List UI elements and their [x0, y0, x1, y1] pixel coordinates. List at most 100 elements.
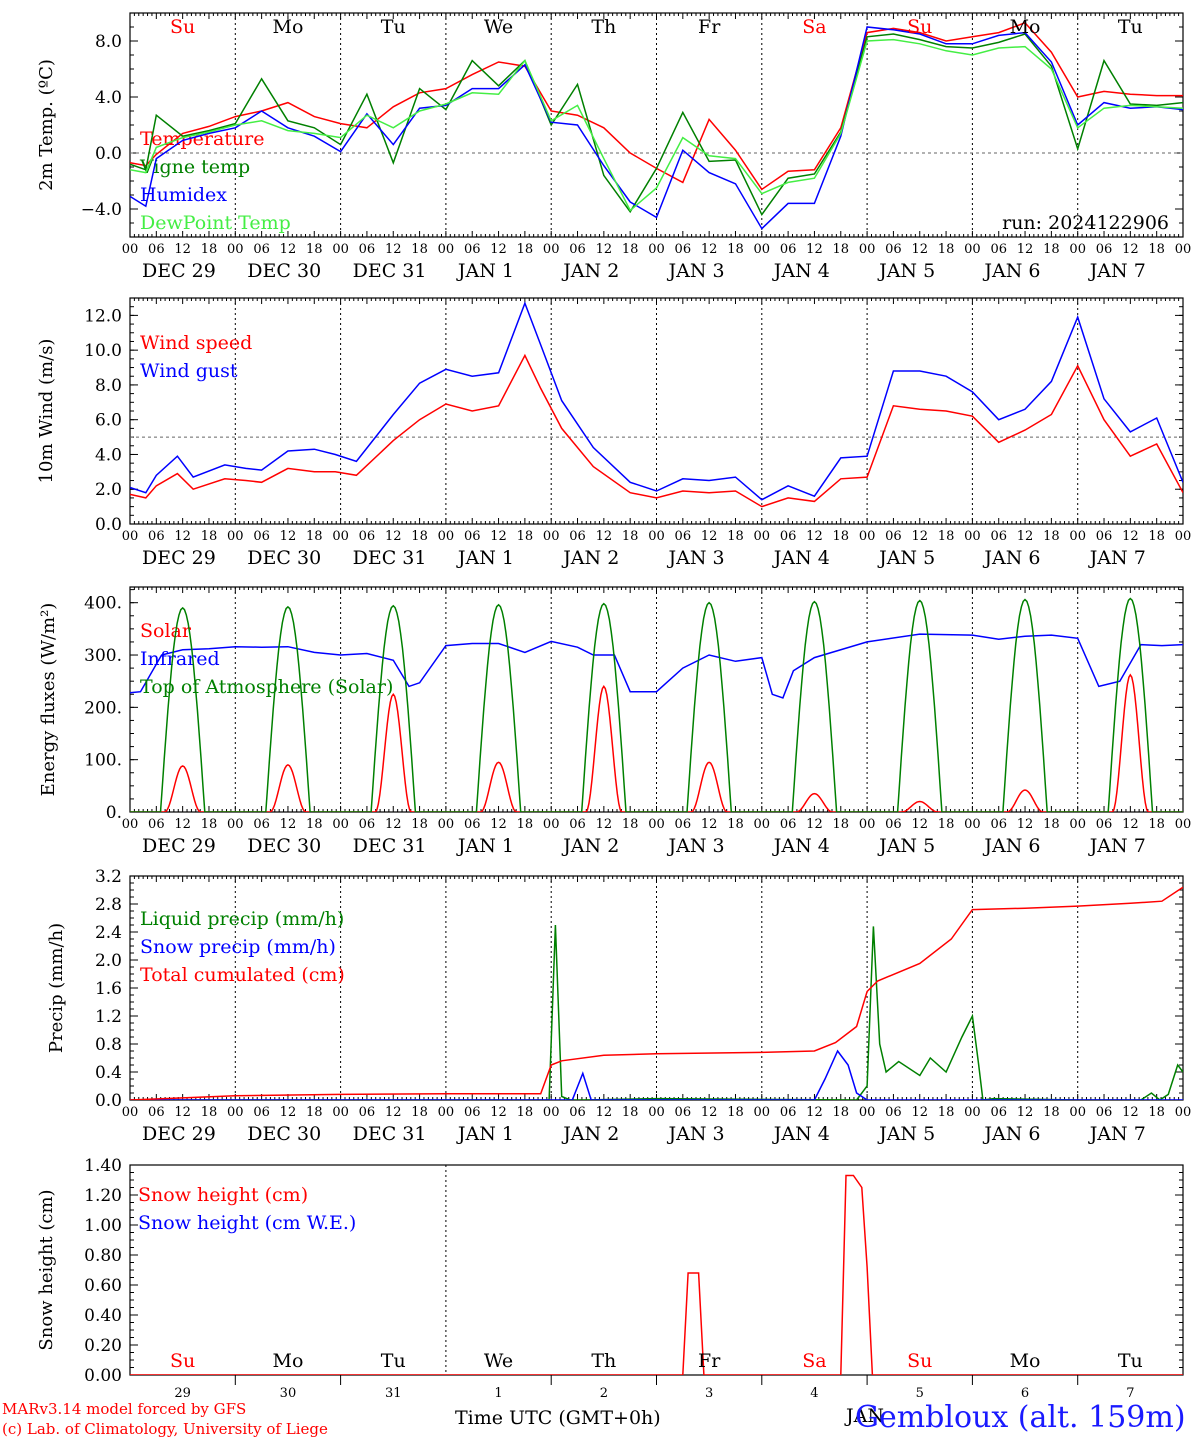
hour-tick-label: 18 [833, 1105, 850, 1120]
hour-tick-label: 12 [174, 1105, 191, 1120]
hour-tick-label: 00 [648, 1105, 665, 1120]
hour-tick-label: 00 [122, 1105, 139, 1120]
day-number-label: 3 [705, 1386, 713, 1401]
day-number-label: 29 [174, 1386, 191, 1401]
hour-tick-label: 00 [438, 529, 455, 544]
series-line-liquid-precip-mm-h- [130, 924, 1183, 1100]
date-label: DEC 30 [247, 835, 321, 857]
hour-tick-label: 06 [253, 817, 270, 832]
hour-tick-label: 06 [780, 817, 797, 832]
hour-tick-label: 12 [701, 529, 718, 544]
hour-tick-label: 12 [701, 242, 718, 257]
hour-tick-label: 00 [122, 817, 139, 832]
y-tick-label: 0.0 [95, 515, 122, 535]
hour-tick-label: 18 [622, 529, 639, 544]
hour-tick-label: 06 [990, 1105, 1007, 1120]
hour-tick-label: 00 [227, 529, 244, 544]
hour-tick-label: 12 [174, 817, 191, 832]
date-label: JAN 3 [667, 547, 725, 569]
hour-tick-label: 18 [201, 817, 218, 832]
series-line-temperature [130, 21, 1183, 191]
hour-tick-label: 12 [596, 242, 613, 257]
y-tick-label: 0.0 [95, 144, 122, 164]
hour-tick-label: 18 [1043, 817, 1060, 832]
y-tick-label: 0.60 [84, 1276, 122, 1296]
hour-tick-label: 18 [1043, 1105, 1060, 1120]
hour-tick-label: 06 [359, 529, 376, 544]
hour-tick-label: 06 [253, 529, 270, 544]
hour-tick-label: 12 [911, 242, 928, 257]
hour-tick-label: 18 [517, 529, 534, 544]
date-label: DEC 29 [142, 547, 216, 569]
hour-tick-label: 00 [122, 529, 139, 544]
hour-tick-label: 00 [859, 529, 876, 544]
legend-entry: Top of Atmosphere (Solar) [140, 676, 393, 698]
hour-tick-label: 18 [938, 1105, 955, 1120]
weekday-label: Tu [381, 1350, 406, 1372]
hour-tick-label: 06 [569, 1105, 586, 1120]
date-label: JAN 2 [561, 1123, 619, 1145]
hour-tick-label: 18 [727, 242, 744, 257]
hour-tick-label: 06 [569, 817, 586, 832]
hour-tick-label: 06 [1096, 1105, 1113, 1120]
date-label: JAN 7 [1088, 835, 1146, 857]
y-axis-label: 2m Temp. (ºC) [36, 59, 57, 191]
day-number-label: 1 [494, 1386, 502, 1401]
hour-tick-label: 00 [648, 529, 665, 544]
y-tick-label: 1.00 [84, 1216, 122, 1236]
y-tick-label: 8.0 [95, 376, 122, 396]
series-line-wind-gust [130, 301, 1183, 501]
hour-tick-label: 06 [675, 242, 692, 257]
y-tick-label: 2.4 [95, 923, 122, 943]
weekday-label: Fr [698, 16, 721, 38]
y-tick-label: 0.00 [84, 1366, 122, 1386]
y-axis-label: Precip (mm/h) [46, 923, 67, 1053]
panel-temperature: −4.0 0.0 4.0 8.0 2m Temp. (ºC) Temperature Vig… [36, 12, 1191, 282]
hour-tick-label: 00 [1175, 529, 1192, 544]
hour-tick-label: 06 [148, 529, 165, 544]
y-tick-label: 1.40 [84, 1156, 122, 1176]
weekday-label: Fr [698, 1350, 721, 1372]
y-tick-label: 2.8 [95, 895, 122, 915]
weekday-label: Tu [1118, 1350, 1143, 1372]
hour-tick-label: 00 [754, 242, 771, 257]
time-axis-caption: Time UTC (GMT+0h) [455, 1407, 661, 1429]
hour-tick-label: 18 [411, 817, 428, 832]
date-label: DEC 29 [142, 1123, 216, 1145]
hour-tick-label: 06 [569, 242, 586, 257]
hour-tick-label: 00 [648, 242, 665, 257]
y-tick-label: 0.4 [95, 1063, 122, 1083]
panel-frame [129, 297, 1184, 525]
weekday-label: Sa [802, 16, 826, 38]
hour-tick-label: 00 [227, 1105, 244, 1120]
hour-tick-label: 06 [990, 817, 1007, 832]
hour-tick-label: 18 [622, 242, 639, 257]
hour-tick-label: 18 [727, 529, 744, 544]
hour-tick-label: 06 [464, 817, 481, 832]
hour-tick-label: 00 [1069, 817, 1086, 832]
y-tick-label: 400. [84, 594, 122, 614]
y-tick-label: 6.0 [95, 411, 122, 431]
hour-tick-label: 00 [754, 817, 771, 832]
y-tick-label: 0.80 [84, 1246, 122, 1266]
hour-tick-label: 12 [385, 1105, 402, 1120]
date-label: JAN 1 [456, 1123, 514, 1145]
date-label: JAN 2 [561, 835, 619, 857]
hour-tick-label: 00 [227, 817, 244, 832]
panel-wind: 0.0 2.0 4.0 6.0 8.0 10.0 12.0 10m Wind (m/s) Win… [36, 297, 1192, 569]
hour-tick-label: 12 [596, 529, 613, 544]
hour-tick-label: 12 [490, 1105, 507, 1120]
date-label: DEC 29 [142, 835, 216, 857]
y-tick-label: 200. [84, 698, 122, 718]
y-tick-label: 100. [84, 751, 122, 771]
date-label: DEC 30 [247, 260, 321, 282]
date-label: JAN 7 [1088, 260, 1146, 282]
day-number-label: 30 [280, 1386, 297, 1401]
hour-tick-label: 12 [1017, 1105, 1034, 1120]
hour-tick-label: 12 [911, 817, 928, 832]
y-tick-label: 300. [84, 646, 122, 666]
hour-tick-label: 00 [859, 817, 876, 832]
station-label: Gembloux (alt. 159m) [855, 1400, 1186, 1435]
y-tick-label: 0. [106, 803, 122, 823]
y-tick-label: 4.0 [95, 445, 122, 465]
